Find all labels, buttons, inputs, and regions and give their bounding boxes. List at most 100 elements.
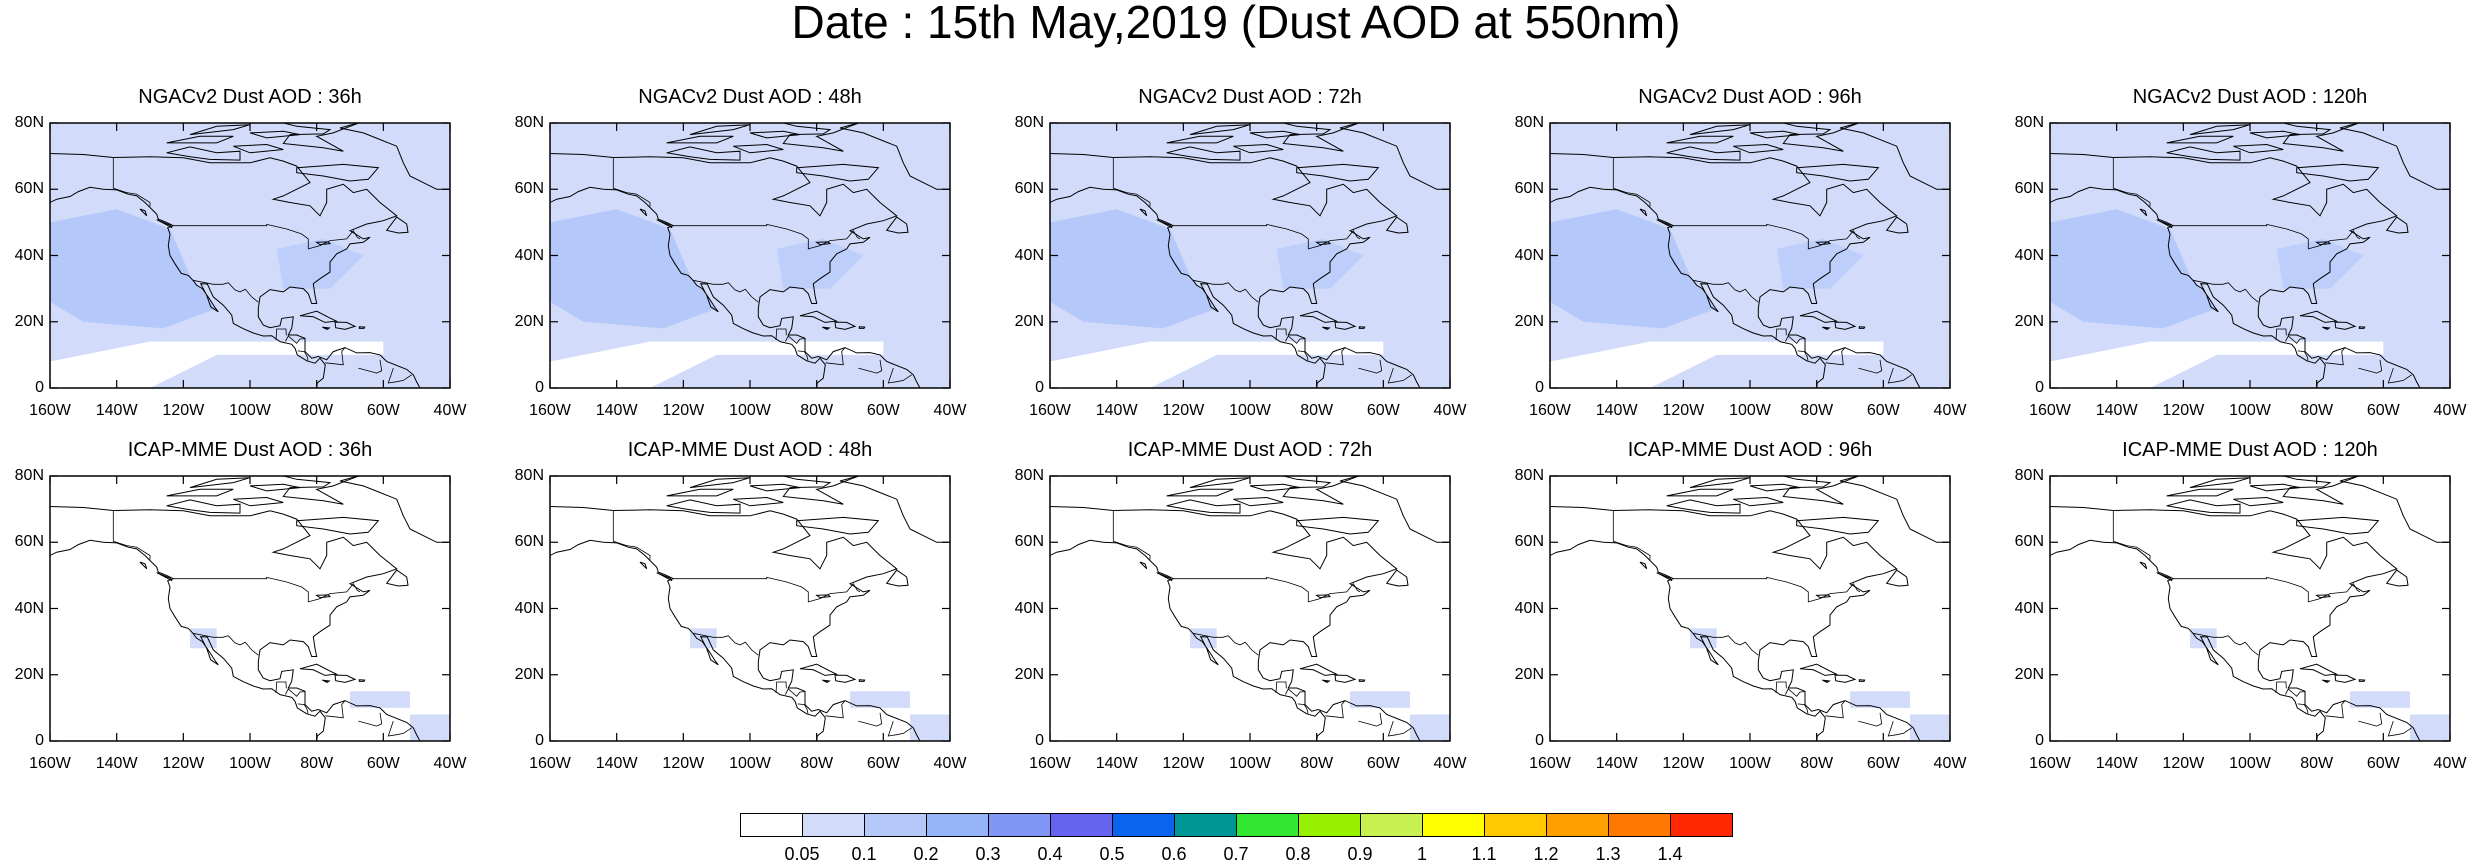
y-tick-label: 80N (2014, 114, 2044, 131)
island-outline (1358, 679, 1366, 682)
y-tick-label: 20N (514, 312, 544, 330)
island-outline (2296, 163, 2380, 182)
island-outline (1639, 208, 1648, 217)
island-outline (1249, 483, 1301, 492)
island-outline (2249, 130, 2301, 139)
panel-title: NGACv2 Dust AOD : 36h (138, 86, 362, 108)
panel-title: ICAP-MME Dust AOD : 72h (1127, 439, 1373, 461)
x-tick-label: 160W (529, 402, 571, 419)
island-outline (296, 163, 380, 182)
island-outline (2166, 135, 2234, 144)
island-outline (1296, 163, 1380, 182)
island-outline (1834, 674, 1857, 683)
island-outline (2315, 241, 2332, 246)
y-tick-label: 80N (1514, 467, 1544, 484)
x-tick-label: 100W (1729, 755, 1771, 772)
island-outline (166, 135, 234, 144)
island-outline (334, 321, 357, 330)
island-outline (1166, 135, 1234, 144)
map-layer (550, 476, 950, 741)
colorbar-swatch (1298, 813, 1361, 837)
country-border (173, 223, 361, 250)
island-outline (358, 679, 366, 682)
x-tick-label: 140W (95, 402, 138, 419)
country-border (1297, 703, 1309, 714)
x-tick-label: 160W (29, 402, 71, 419)
colorbar-label: 0.9 (1347, 844, 1373, 864)
island-outline (299, 663, 339, 676)
country-border (2275, 681, 2287, 694)
island-outline (666, 135, 734, 144)
coastline (550, 152, 950, 388)
colorbar-swatch (1174, 813, 1237, 837)
x-tick-label: 120W (662, 402, 705, 419)
x-tick-label: 80W (300, 755, 334, 772)
y-tick-label: 60N (2014, 533, 2044, 551)
x-tick-label: 140W (1095, 402, 1138, 419)
x-tick-label: 120W (162, 755, 205, 772)
y-tick-label: 40N (514, 599, 544, 617)
island-outline (1656, 219, 1673, 229)
x-tick-label: 140W (595, 402, 638, 419)
y-tick-label: 60N (1014, 180, 1044, 198)
island-outline (139, 561, 148, 570)
x-tick-label: 100W (1229, 755, 1271, 772)
colorbar-label: 0.8 (1285, 844, 1311, 864)
island-outline (749, 483, 801, 492)
dust-patch (350, 691, 410, 708)
country-border (297, 350, 309, 361)
island-outline (656, 219, 673, 229)
x-tick-label: 100W (1729, 402, 1771, 419)
island-outline (822, 326, 831, 330)
map-layer (1550, 123, 1950, 388)
island-outline (2322, 679, 2331, 683)
island-outline (656, 572, 673, 582)
country-border (1358, 712, 1383, 727)
dust-plume (50, 209, 217, 329)
island-outline (166, 488, 234, 497)
country-border (2112, 157, 2151, 207)
island-outline (322, 679, 331, 683)
y-tick-label: 80N (514, 114, 544, 131)
colorbar-swatch (1112, 813, 1175, 837)
island-outline (1885, 216, 1909, 234)
island-outline (1666, 146, 1741, 161)
y-tick-label: 0 (35, 379, 44, 396)
island-outline (834, 674, 857, 683)
island-outline (1334, 321, 1357, 330)
country-border (692, 632, 759, 656)
map-panel: NGACv2 Dust AOD : 48h 160W 140W 120W 100W 80W… (500, 85, 1000, 419)
island-outline (1781, 476, 1861, 505)
country-border (192, 632, 259, 656)
x-tick-label: 60W (866, 755, 900, 772)
island-outline (1656, 572, 1673, 582)
country-border (1275, 328, 1287, 341)
x-tick-label: 60W (1866, 755, 1900, 772)
x-tick-label: 40W (1433, 402, 1467, 419)
x-tick-label: 140W (95, 755, 138, 772)
y-tick-label: 0 (1035, 732, 1044, 749)
country-border (1325, 700, 1346, 719)
y-tick-label: 0 (535, 379, 544, 396)
colorbar-label: 0.3 (975, 844, 1001, 864)
island-outline (799, 663, 839, 676)
country-border (1112, 157, 1151, 207)
x-tick-label: 40W (933, 402, 967, 419)
coastline (50, 505, 450, 741)
island-outline (189, 477, 251, 489)
dust-patch (2190, 628, 2217, 649)
island-outline (839, 123, 950, 190)
y-tick-label: 20N (2014, 665, 2044, 683)
panel-title: NGACv2 Dust AOD : 96h (1638, 86, 1862, 108)
y-tick-label: 40N (14, 246, 44, 264)
y-tick-label: 40N (1514, 599, 1544, 617)
x-tick-label: 100W (2229, 402, 2271, 419)
x-tick-label: 60W (1366, 402, 1400, 419)
island-outline (233, 496, 284, 507)
island-outline (1385, 569, 1409, 587)
country-border (1275, 681, 1287, 694)
country-border (887, 367, 912, 384)
country-border (1858, 712, 1883, 727)
y-tick-label: 40N (2014, 246, 2044, 264)
colorbar-label: 1.2 (1533, 844, 1559, 864)
